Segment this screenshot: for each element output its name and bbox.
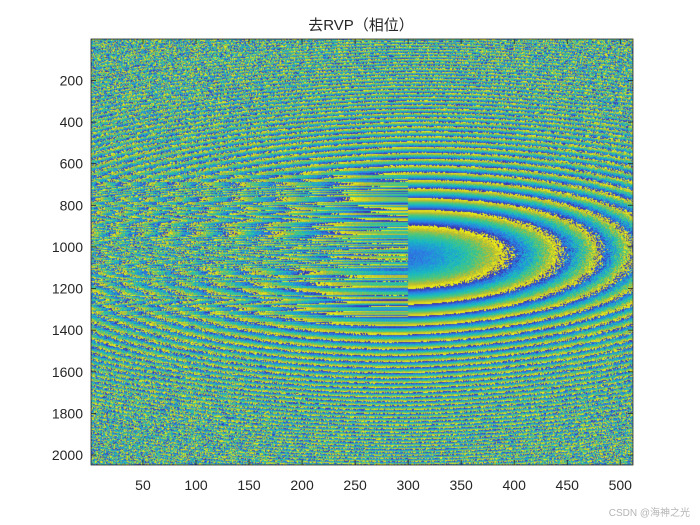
y-tick-label: 1200 [52,281,83,297]
x-tick-label: 400 [503,477,527,493]
y-tick-label: 200 [60,72,84,88]
x-tick-label: 500 [609,477,633,493]
phase-heatmap [91,39,633,465]
y-tick-label: 1600 [52,364,83,380]
x-tick-label: 150 [237,477,261,493]
y-tick-label: 800 [60,197,84,213]
x-tick-label: 50 [135,477,151,493]
y-tick-label: 1800 [52,405,83,421]
x-tick-label: 200 [290,477,314,493]
y-tick-label: 600 [60,156,84,172]
x-tick-label: 250 [343,477,367,493]
watermark: CSDN @海神之光 [609,506,690,519]
x-tick-label: 300 [396,477,420,493]
y-tick-label: 1000 [52,239,83,255]
axes-frame [90,38,634,466]
y-tick-label: 1400 [52,322,83,338]
plot-area [90,38,634,466]
y-axis: 200 400 600 800 1000 1200 1400 1600 1800 2000 [52,72,633,463]
chart-title: 去RVP（相位） [308,17,414,34]
x-axis: 50 100 150 200 250 300 350 400 450 500 [135,39,632,493]
x-tick-label: 350 [449,477,473,493]
x-tick-label: 450 [556,477,580,493]
y-tick-label: 2000 [52,447,83,463]
y-tick-label: 400 [60,114,84,130]
x-tick-label: 100 [184,477,208,493]
